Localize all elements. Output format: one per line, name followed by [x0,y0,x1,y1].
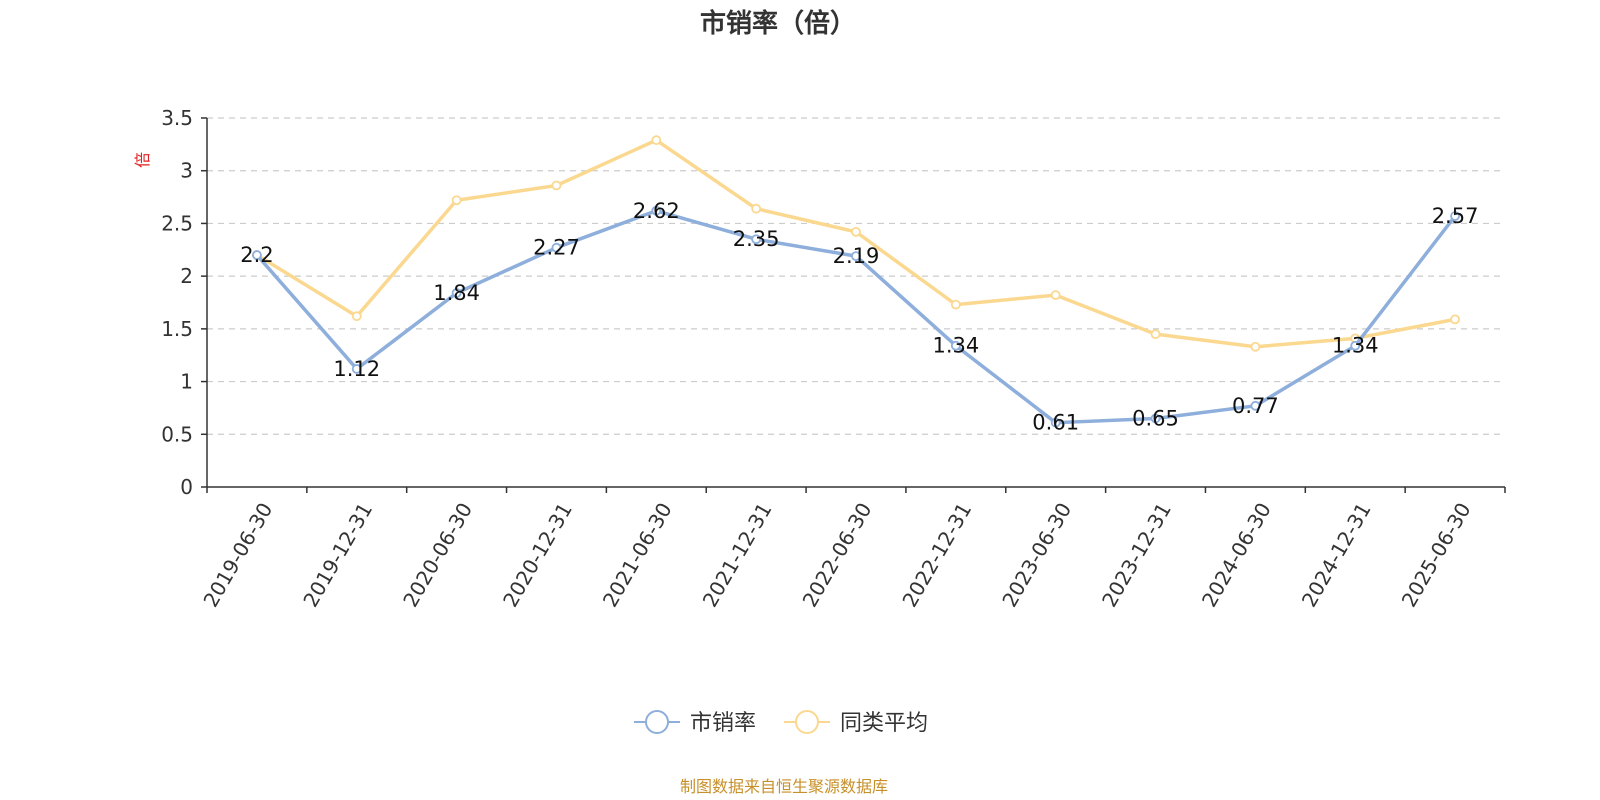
data-point [950,340,961,351]
data-label: 2.35 [733,227,780,251]
data-label: 0.77 [1232,394,1279,418]
data-point [351,311,362,322]
data-point [551,242,562,253]
data-label: 1.34 [1332,334,1379,358]
x-tick-label: 2025-06-30 [1397,499,1476,612]
data-point [451,195,462,206]
data-point [1450,211,1460,221]
data-label: 0.61 [1032,411,1079,435]
x-tick-label: 2019-12-31 [298,499,377,612]
data-label: 2.57 [1432,204,1479,228]
data-point [351,364,362,374]
data-point [651,205,662,216]
data-point [1150,413,1161,424]
data-point [751,234,762,245]
legend-item-2[interactable]: 同类平均 [784,710,928,736]
y-axis-unit-label: 倍 [133,152,152,168]
data-point [950,299,961,310]
data-label: 2.27 [533,236,580,260]
x-tick-label: 2022-12-31 [897,499,976,612]
data-label: 0.65 [1132,406,1179,430]
y-tick-label: 3.5 [161,106,193,130]
data-label: 2.19 [833,244,880,268]
x-tick-label: 2020-06-30 [398,498,477,611]
x-tick-label: 2023-06-30 [997,499,1076,612]
data-label: 1.84 [433,281,480,305]
data-point [1050,417,1061,428]
y-tick-label: 3 [180,159,193,183]
legend-item-1[interactable]: 市销率 [634,710,756,736]
y-tick-label: 0 [180,475,193,499]
data-labels: 2.2 1.12 1.84 2.27 2.62 2.35 2.19 1.34 0.61 0.65 0… [240,199,1478,435]
data-label: 2.62 [633,199,680,223]
data-point [1150,329,1161,340]
data-point [1050,290,1061,301]
data-point [1450,314,1460,325]
x-tick-label: 2022-06-30 [798,499,877,612]
data-label: 1.12 [333,357,380,381]
grid-lines [207,117,1505,435]
x-tick-label: 2024-06-30 [1197,499,1276,612]
data-point [651,135,662,146]
data-point [1250,400,1261,411]
legend-label: 市销率 [690,711,756,736]
data-point [1250,341,1261,352]
data-label: 1.34 [932,334,979,358]
y-tick-label: 0.5 [161,422,193,446]
x-tick-label: 2024-12-31 [1297,499,1376,612]
y-tick-label: 1 [180,370,193,394]
data-point [551,180,562,191]
legend-marker [795,710,819,734]
y-tick-label: 2 [180,264,193,288]
data-point [1350,340,1361,351]
data-point [851,226,861,237]
chart-title: 市销率（倍） [700,8,856,39]
data-point [252,250,262,260]
legend[interactable]: 市销率 同类平均 [634,710,928,736]
data-point [851,251,861,262]
y-tick-label: 2.5 [161,211,193,235]
legend-marker [645,710,669,734]
x-tick-label: 2019-06-30 [198,499,277,612]
x-tick-label: 2020-12-31 [498,499,577,612]
series-layer [252,135,1460,428]
series-line-1 [255,209,1457,425]
data-point [751,203,762,214]
legend-label: 同类平均 [840,711,928,736]
data-point [451,288,462,298]
y-tick-label: 1.5 [161,317,193,341]
source-note: 制图数据来自恒生聚源数据库 [680,777,888,796]
data-label: 2.2 [240,243,273,267]
x-tick-label: 2023-12-31 [1097,499,1176,612]
x-tick-label: 2021-12-31 [698,499,777,612]
x-tick-label: 2021-06-30 [598,499,677,612]
